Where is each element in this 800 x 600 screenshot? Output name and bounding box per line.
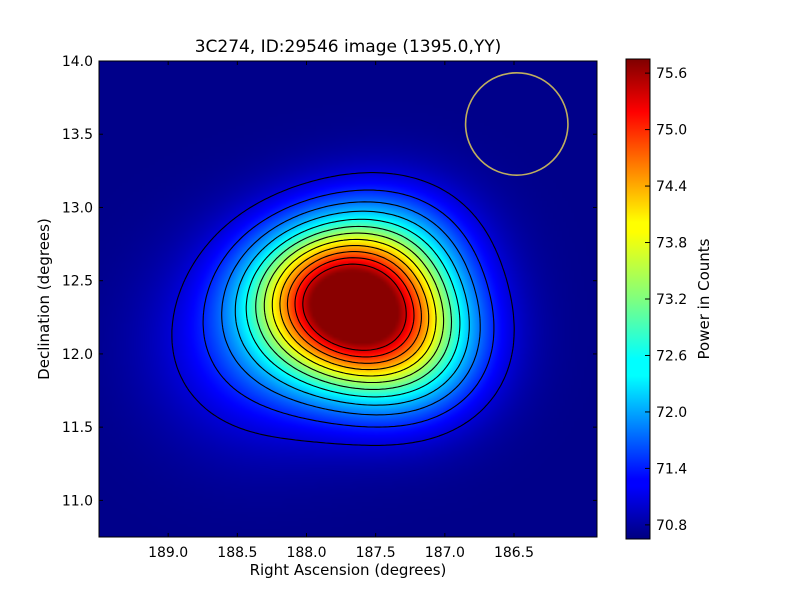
contour-line — [202, 189, 495, 428]
colorbar-tick-label: 70.8 — [656, 518, 687, 534]
contour-line — [234, 210, 470, 406]
y-tick-label: 12.5 — [62, 274, 93, 290]
contour-line — [255, 225, 453, 390]
y-axis-label: Declination (degrees) — [35, 218, 53, 380]
colorbar-tick-label: 74.4 — [656, 179, 687, 195]
colorbar-label: Power in Counts — [695, 238, 713, 359]
x-tick-label: 187.5 — [356, 545, 396, 561]
colorbar-tick-label: 75.6 — [656, 66, 687, 82]
y-tick-label: 13.5 — [62, 127, 93, 143]
plot-frame — [98, 60, 598, 538]
colorbar-tick-label: 72.6 — [656, 348, 687, 364]
x-axis-label: Right Ascension (degrees) — [250, 561, 447, 579]
contour-line — [221, 201, 481, 416]
y-tick-label: 11.0 — [62, 493, 93, 509]
contour-line — [279, 244, 430, 371]
x-tick-label: 188.5 — [217, 545, 257, 561]
colorbar-tick-label: 71.4 — [656, 461, 687, 477]
x-tick-label: 186.5 — [494, 545, 534, 561]
y-tick-label: 14.0 — [62, 54, 93, 70]
y-tick-label: 12.0 — [62, 347, 93, 363]
beam-circle — [464, 71, 569, 176]
x-tick-label: 188.0 — [286, 545, 326, 561]
chart-title: 3C274, ID:29546 image (1395.0,YY) — [195, 37, 502, 57]
colorbar-tick-label: 75.0 — [656, 123, 687, 139]
y-tick-label: 13.0 — [62, 200, 93, 216]
contour-line — [294, 257, 415, 358]
y-tick-label: 11.5 — [62, 420, 93, 436]
contour-line — [302, 263, 407, 351]
y-axis: 11.0 11.5 12.0 12.5 13.0 13.5 14.0 — [62, 54, 597, 509]
x-tick-label: 187.0 — [425, 545, 465, 561]
contour-lines — [171, 172, 515, 446]
heatmap-image — [99, 61, 597, 537]
contour-line — [286, 251, 422, 364]
colorbar-axis: 70.8 71.4 72.0 72.6 73.2 73.8 74.4 75.0 75.6 — [645, 66, 687, 534]
colorbar-tick-label: 73.8 — [656, 236, 687, 252]
contour-line — [171, 172, 515, 446]
x-axis: 189.0 188.5 188.0 187.5 187.0 186.5 — [148, 61, 534, 561]
contour-line — [263, 232, 445, 384]
x-tick-label: 189.0 — [148, 545, 188, 561]
contour-line — [245, 218, 461, 398]
contour-line — [271, 238, 437, 377]
colorbar-tick-label: 73.2 — [656, 292, 687, 308]
colorbar-tick-label: 72.0 — [656, 405, 687, 421]
